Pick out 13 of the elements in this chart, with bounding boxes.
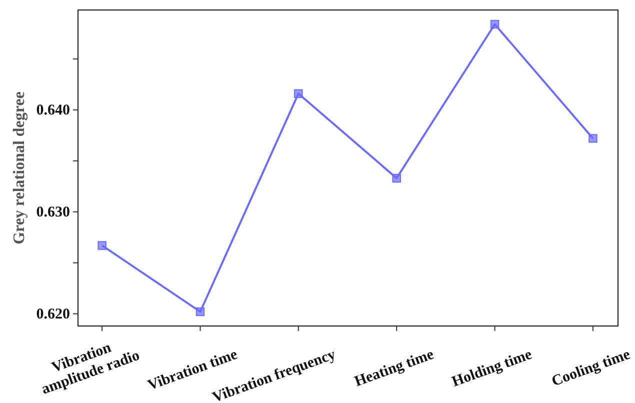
point <box>294 89 303 98</box>
y-tick-label: 0.640 <box>36 102 70 119</box>
point <box>588 134 598 143</box>
x-tick-label: Cooling time <box>550 346 633 390</box>
point <box>392 174 401 183</box>
point <box>490 20 500 29</box>
y-tick-label: 0.620 <box>36 306 70 323</box>
x-tick-label: Heating time <box>352 346 436 390</box>
y-tick-label: 0.630 <box>36 204 70 221</box>
point <box>98 241 106 250</box>
point <box>196 307 205 316</box>
x-tick-label: Holding time <box>450 346 534 390</box>
y-axis-title: Grey relational degree <box>11 92 28 244</box>
